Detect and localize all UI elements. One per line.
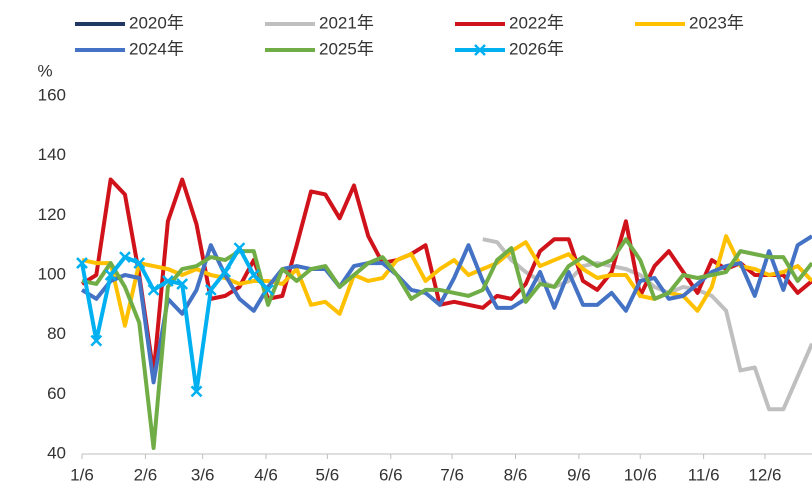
point-marker <box>104 269 117 281</box>
y-tick-label: 140 <box>38 145 66 164</box>
legend-label: 2026年 <box>509 39 564 58</box>
x-tick-label: 8/6 <box>504 465 528 484</box>
point-marker <box>204 284 217 296</box>
point-marker <box>219 266 232 278</box>
y-tick-label: 120 <box>38 205 66 224</box>
point-marker <box>247 269 260 281</box>
point-marker <box>262 284 274 296</box>
point-marker <box>190 385 203 398</box>
x-tick-label: 11/6 <box>688 465 720 484</box>
x-tick-label: 9/6 <box>567 465 591 484</box>
point-marker <box>133 257 146 269</box>
legend-marker <box>474 44 486 56</box>
legend-label: 2025年 <box>319 39 374 58</box>
point-marker <box>233 242 246 255</box>
x-tick-label: 6/6 <box>379 465 403 484</box>
x-tick-label: 12/6 <box>748 465 781 484</box>
y-tick-label: 40 <box>47 443 66 462</box>
y-tick-label: 60 <box>47 384 66 403</box>
x-tick-label: 2/6 <box>134 465 158 484</box>
legend-label: 2020年 <box>129 13 184 32</box>
legend-label: 2022年 <box>509 13 564 32</box>
point-marker <box>90 334 103 347</box>
series-line <box>80 246 270 394</box>
y-tick-label: 100 <box>38 264 66 283</box>
x-tick-label: 4/6 <box>254 465 278 484</box>
point-marker <box>161 275 174 287</box>
point-marker <box>176 278 189 290</box>
point-marker <box>119 251 131 263</box>
x-tick-label: 7/6 <box>440 465 464 484</box>
x-tick-label: 1/6 <box>70 465 94 484</box>
y-tick-label: 160 <box>38 85 66 104</box>
x-tick-label: 10/6 <box>624 465 657 484</box>
y-tick-label: 80 <box>47 324 66 343</box>
legend-label: 2024年 <box>129 39 184 58</box>
point-marker <box>76 257 88 269</box>
series-line <box>81 237 812 451</box>
y-axis-label: % <box>37 61 52 80</box>
legend-label: 2023年 <box>689 13 744 32</box>
legend-label: 2021年 <box>319 13 374 32</box>
point-marker <box>147 284 160 296</box>
x-tick-label: 5/6 <box>316 465 340 484</box>
x-tick-label: 3/6 <box>191 465 215 484</box>
